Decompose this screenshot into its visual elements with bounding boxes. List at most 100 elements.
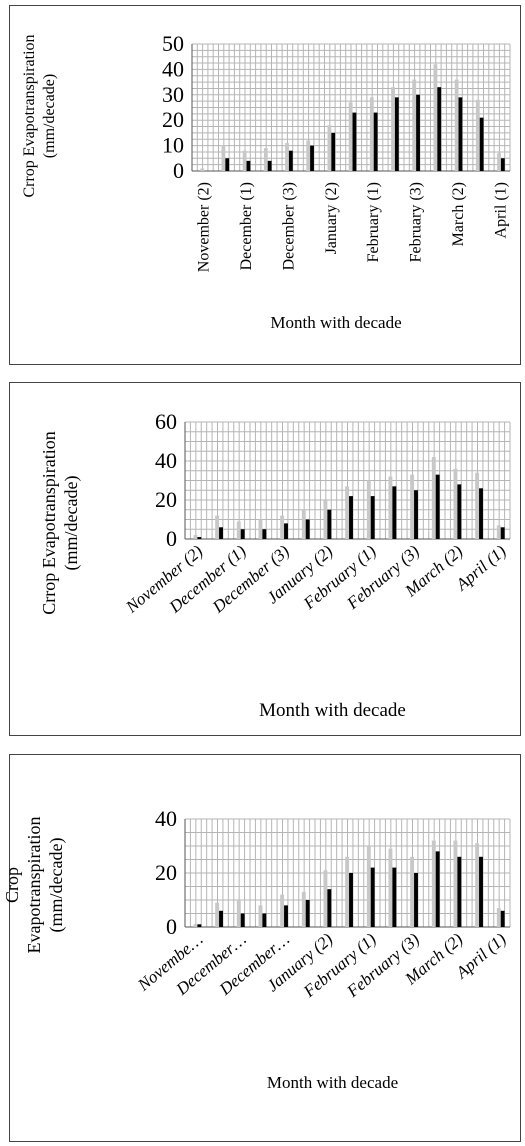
x-axis-title: Month with decade: [259, 700, 406, 721]
y-axis-title: (mm/decade): [46, 838, 67, 933]
y-tick-label: 20: [155, 487, 177, 512]
bar-series-2: [436, 475, 440, 539]
x-tick-label: December (3): [280, 182, 297, 270]
x-tick-label: January (2): [323, 182, 340, 254]
bar-series-1: [410, 857, 414, 927]
chart-panel-1: 0 10 20 30 40 50 November (2) December (1) Decem…: [9, 5, 521, 365]
bar-series-2: [219, 527, 223, 539]
bar-series-1: [285, 143, 289, 171]
y-axis-title: Crrop Evapotranspiration: [39, 431, 59, 614]
bar-series-2: [479, 857, 483, 927]
y-tick-label: 0: [166, 914, 177, 939]
bar-series-2: [284, 523, 288, 539]
bar-series-1: [345, 486, 349, 539]
bar-series-1: [280, 516, 284, 539]
y-axis-title: Crop: [2, 867, 22, 903]
bar-series-1: [258, 905, 262, 927]
x-tick-label: December (1): [238, 182, 255, 270]
bar-series-1: [193, 535, 197, 539]
bar-series-2: [416, 95, 420, 171]
x-tick-label: March (2): [450, 182, 467, 246]
bar-series-1: [388, 477, 392, 539]
bar-series-2: [247, 161, 251, 171]
bar-series-1: [432, 841, 436, 927]
bar-series-1: [302, 510, 306, 539]
bar-series-2: [479, 488, 483, 539]
bar-series-1: [367, 846, 371, 927]
bar-series-2: [327, 889, 331, 927]
bar-series-1: [432, 457, 436, 539]
y-tick-label: 0: [173, 158, 184, 183]
bar-series-2: [437, 87, 441, 171]
bar-series-2: [459, 97, 463, 171]
x-tick-label: November (2): [196, 182, 213, 272]
x-axis-title: Month with decade: [270, 313, 401, 332]
bar-series-1: [237, 521, 241, 539]
bar-series-2: [414, 873, 418, 927]
bar-series-2: [262, 529, 266, 539]
bar-series-2: [501, 158, 505, 171]
bar-series-1: [237, 900, 241, 927]
bar-series-2: [392, 868, 396, 927]
y-tick-label: 0: [166, 526, 177, 551]
bar-series-2: [197, 537, 201, 539]
y-tick-label: 40: [155, 806, 177, 831]
bar-series-1: [455, 80, 459, 171]
y-tick-label: 60: [155, 409, 177, 434]
bar-series-2: [331, 133, 335, 171]
bar-series-1: [280, 895, 284, 927]
bar-series-1: [410, 475, 414, 539]
bar-series-2: [349, 496, 353, 539]
bar-series-1: [306, 141, 310, 171]
bar-series-2: [349, 873, 353, 927]
bar-series-1: [412, 80, 416, 171]
y-axis-title: (mm/decade): [61, 476, 82, 571]
bar-series-2: [219, 911, 223, 927]
y-tick-label: 20: [162, 107, 184, 132]
chart-panel-2: 0 20 40 60 November (2) December (1) December …: [9, 382, 521, 736]
y-axis-title: Crrop Evapotranspiration: [21, 34, 38, 197]
bar-series-1: [193, 924, 197, 927]
bar-series-2: [436, 851, 440, 927]
bar-series-2: [457, 484, 461, 539]
y-tick-label: 40: [155, 448, 177, 473]
bar-series-2: [371, 868, 375, 927]
bar-series-2: [392, 486, 396, 539]
y-tick-label: 10: [162, 133, 184, 158]
bar-series-1: [476, 100, 480, 171]
bar-series-2: [284, 905, 288, 927]
bar-series-2: [306, 900, 310, 927]
bar-series-2: [353, 113, 357, 171]
bar-series-2: [262, 914, 266, 928]
bar-series-1: [222, 146, 226, 171]
y-axis-title: (mm/decade): [41, 74, 58, 158]
bar-series-1: [497, 525, 501, 539]
bar-series-2: [395, 97, 399, 171]
x-axis-title: Month with decade: [267, 1073, 398, 1092]
bar-series-1: [328, 125, 332, 171]
bar-series-2: [241, 914, 245, 928]
bar-series-1: [497, 908, 501, 927]
bar-series-1: [367, 481, 371, 540]
bar-series-1: [215, 516, 219, 539]
bar-series-2: [197, 924, 201, 927]
bar-series-1: [475, 843, 479, 927]
bar-series-1: [391, 87, 395, 171]
bar-series-2: [457, 857, 461, 927]
bar-series-1: [200, 168, 204, 171]
bar-series-1: [258, 520, 262, 540]
bar-series-1: [370, 97, 374, 171]
y-tick-label: 40: [162, 56, 184, 81]
bar-series-1: [264, 148, 268, 171]
bar-series-2: [371, 496, 375, 539]
bar-series-2: [501, 911, 505, 927]
x-tick-label: February (3): [408, 182, 425, 262]
x-tick-label: April (1): [492, 182, 509, 238]
bar-series-1: [323, 870, 327, 927]
bar-series-2: [225, 158, 229, 171]
bar-series-1: [475, 473, 479, 539]
chart-panel-3: 0 20 40 Novembe… December… December… January (…: [9, 754, 521, 1142]
bar-series-2: [241, 529, 245, 539]
